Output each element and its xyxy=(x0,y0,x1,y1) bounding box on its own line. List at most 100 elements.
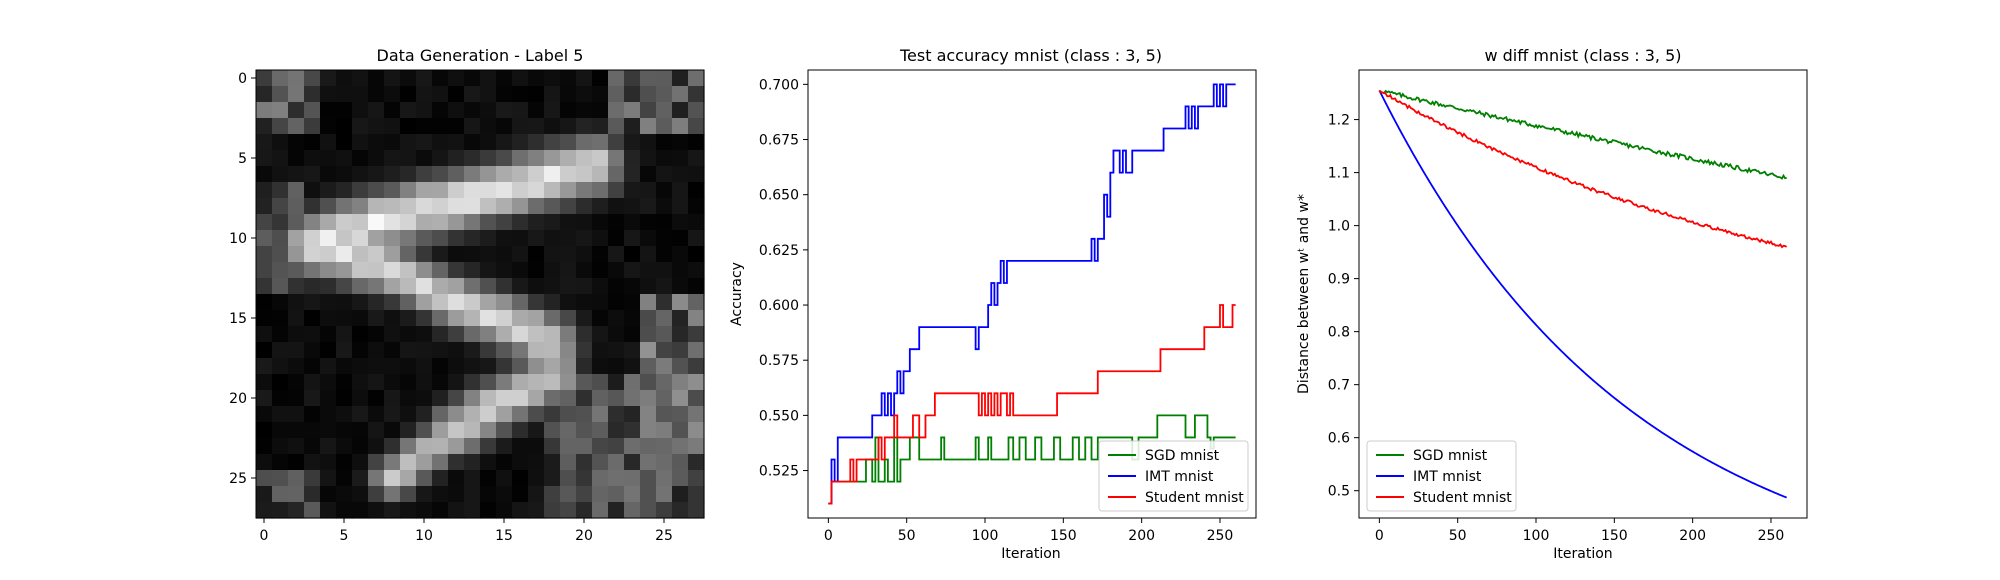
heatmap-cell xyxy=(480,358,497,375)
heatmap-cell xyxy=(256,342,273,359)
heatmap-cell xyxy=(304,502,321,519)
wdiff-x-label: Iteration xyxy=(1553,546,1612,562)
heatmap-cell xyxy=(656,294,673,311)
heatmap-cell xyxy=(432,406,449,423)
heatmap-cell xyxy=(672,374,689,391)
heatmap-cell xyxy=(400,118,417,135)
heatmap-cell xyxy=(672,230,689,247)
heatmap-cell xyxy=(576,70,593,87)
heatmap-cell xyxy=(288,198,305,215)
heatmap-cell xyxy=(624,118,641,135)
heatmap-cell xyxy=(608,390,625,407)
heatmap-cell xyxy=(528,438,545,455)
heatmap-cell xyxy=(400,342,417,359)
heatmap-cell xyxy=(688,422,705,439)
accuracy-series-lines xyxy=(828,83,1236,505)
heatmap-cell xyxy=(688,438,705,455)
heatmap-cell xyxy=(640,166,657,183)
heatmap-cell xyxy=(496,230,513,247)
heatmap-cell xyxy=(416,422,433,439)
heatmap-cell xyxy=(544,486,561,503)
heatmap-cell xyxy=(288,86,305,103)
heatmap-cell xyxy=(352,470,369,487)
accuracy-frame xyxy=(807,69,1257,519)
accuracy-legend-label-student: Student mnist xyxy=(1145,490,1244,506)
heatmap-cell xyxy=(496,406,513,423)
heatmap-cell xyxy=(352,502,369,519)
heatmap-cell xyxy=(352,422,369,439)
heatmap-cell xyxy=(592,166,609,183)
heatmap-cell xyxy=(528,166,545,183)
heatmap-cell xyxy=(480,262,497,279)
heatmap-cell xyxy=(576,406,593,423)
heatmap-cell xyxy=(560,390,577,407)
heatmap-cell xyxy=(512,438,529,455)
heatmap-cell xyxy=(480,310,497,327)
heatmap-cell xyxy=(464,70,481,87)
heatmap-cell xyxy=(656,502,673,519)
wdiff-x-ticks: 0 50 100 150 200 250 xyxy=(1375,518,1784,544)
heatmap-cell xyxy=(352,310,369,327)
heatmap-cell xyxy=(304,294,321,311)
heatmap-cell xyxy=(256,486,273,503)
wdiff-line-imt xyxy=(1378,90,1787,499)
heatmap-cell xyxy=(688,454,705,471)
heatmap-cell xyxy=(512,118,529,135)
heatmap-cell xyxy=(304,70,321,87)
heatmap-cell xyxy=(272,454,289,471)
accuracy-line-sgd xyxy=(828,414,1236,505)
heatmap-cell xyxy=(512,406,529,423)
heatmap-cell xyxy=(496,486,513,503)
heatmap-cell xyxy=(576,422,593,439)
heatmap-cell xyxy=(496,502,513,519)
heatmap-cell xyxy=(480,454,497,471)
heatmap-cell xyxy=(544,358,561,375)
heatmap-cell xyxy=(368,70,385,87)
heatmap-cell xyxy=(304,102,321,119)
heatmap-cell xyxy=(512,502,529,519)
heatmap-cell xyxy=(336,70,353,87)
heatmap-cell xyxy=(576,470,593,487)
heatmap-cell xyxy=(272,230,289,247)
heatmap-cell xyxy=(304,390,321,407)
heatmap-cell xyxy=(368,406,385,423)
heatmap-cell xyxy=(352,214,369,231)
heatmap-cell xyxy=(544,166,561,183)
heatmap-cell xyxy=(512,198,529,215)
accuracy-x-tick-label: 250 xyxy=(1207,528,1234,544)
heatmap-cell xyxy=(592,198,609,215)
heatmap-cell xyxy=(592,422,609,439)
heatmap-cell xyxy=(672,438,689,455)
heatmap-cell xyxy=(416,310,433,327)
heatmap-cell xyxy=(416,358,433,375)
heatmap-cell xyxy=(272,406,289,423)
accuracy-x-tick-label: 0 xyxy=(824,528,833,544)
heatmap-cell xyxy=(320,230,337,247)
heatmap-cell xyxy=(336,118,353,135)
heatmap-cell xyxy=(368,262,385,279)
heatmap-cell xyxy=(368,150,385,167)
heatmap-cell xyxy=(608,214,625,231)
heatmap-cell xyxy=(512,454,529,471)
heatmap-cell xyxy=(496,246,513,263)
heatmap-cell xyxy=(544,134,561,151)
heatmap-cell xyxy=(672,246,689,263)
heatmap-cell xyxy=(368,454,385,471)
heatmap-cell xyxy=(576,166,593,183)
heatmap-cell xyxy=(496,358,513,375)
heatmap-cell xyxy=(624,486,641,503)
heatmap-cell xyxy=(608,262,625,279)
accuracy-legend-label-imt: IMT mnist xyxy=(1145,469,1214,485)
accuracy-y-ticks: 0.525 0.550 0.575 0.600 0.625 0.650 0.675 0.700 xyxy=(759,77,808,480)
heatmap-cell xyxy=(416,118,433,135)
heatmap-cell xyxy=(288,310,305,327)
heatmap-cell xyxy=(592,358,609,375)
heatmap-cell xyxy=(688,374,705,391)
heatmap-cell xyxy=(640,230,657,247)
heatmap-cell xyxy=(496,342,513,359)
heatmap-cell xyxy=(688,150,705,167)
heatmap-cell xyxy=(672,166,689,183)
heatmap-cell xyxy=(576,278,593,295)
heatmap-cell xyxy=(368,358,385,375)
heatmap-cell xyxy=(560,486,577,503)
